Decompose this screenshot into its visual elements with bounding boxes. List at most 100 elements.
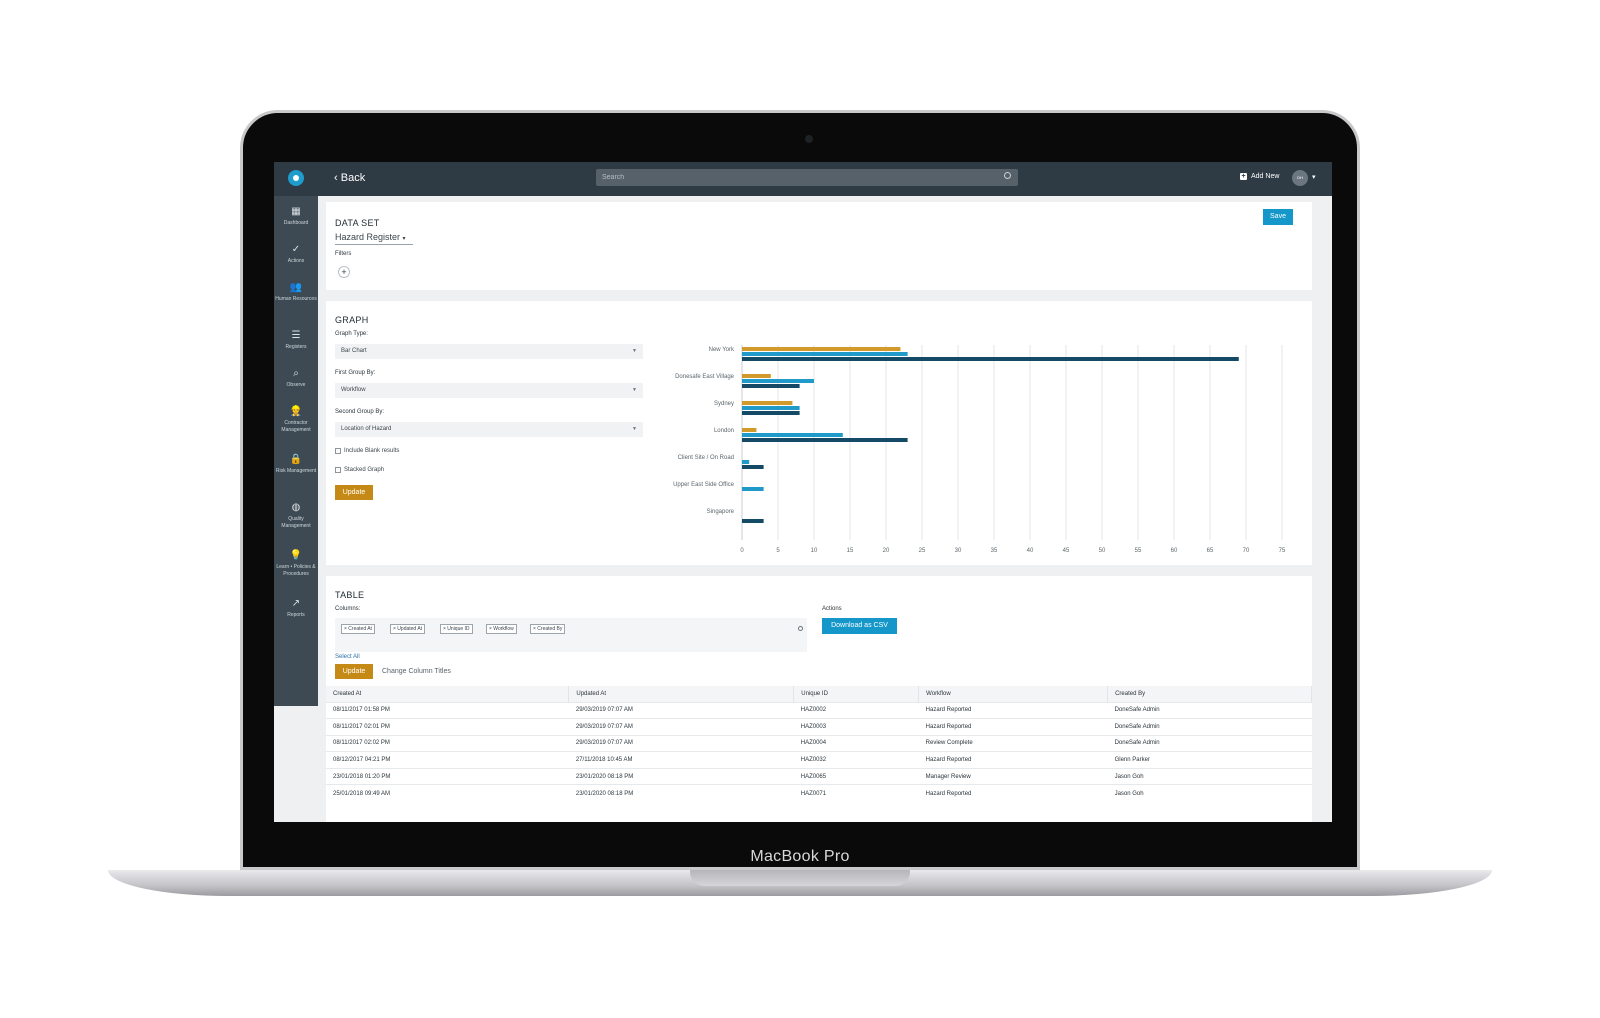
- columns-selector[interactable]: × Created At × Updated At × Unique ID × …: [335, 618, 807, 652]
- download-csv-button[interactable]: Download as CSV: [822, 618, 897, 634]
- cell-updated-at: 29/03/2019 07:07 AM: [568, 734, 794, 752]
- save-button[interactable]: Save: [1263, 209, 1293, 225]
- sidebar-item-label: Human Resources: [275, 296, 317, 302]
- table-heading: TABLE: [335, 590, 365, 600]
- logo-icon[interactable]: [288, 170, 304, 186]
- cell-workflow: Hazard Reported: [918, 751, 1108, 769]
- x-tick-label: 10: [811, 548, 818, 554]
- sidebar-item-learn-policies[interactable]: 💡 Learn • Policies & Procedures: [274, 550, 318, 578]
- cell-updated-at: 29/03/2019 07:07 AM: [568, 701, 794, 719]
- cell-created-by: DoneSafe Admin: [1107, 701, 1312, 719]
- graph-type-select[interactable]: Bar Chart ▼: [335, 344, 643, 359]
- sidebar-item-dashboard[interactable]: ▦ Dashboard: [274, 206, 318, 227]
- column-header-created-by[interactable]: Created By: [1107, 686, 1312, 702]
- bar: [742, 357, 1239, 361]
- people-icon: 👥: [289, 282, 303, 293]
- cell-unique-id: HAZ0032: [793, 751, 919, 769]
- second-group-select[interactable]: Location of Hazard ▼: [335, 422, 643, 437]
- graph-card: GRAPH Graph Type: Bar Chart ▼ First Grou…: [326, 301, 1312, 565]
- search-icon[interactable]: [1004, 172, 1011, 179]
- graph-update-button[interactable]: Update: [335, 485, 373, 500]
- stacked-graph-checkbox[interactable]: [335, 467, 341, 473]
- bar: [742, 379, 814, 383]
- table-row[interactable]: 08/11/2017 01:58 PM 29/03/2019 07:07 AM …: [326, 701, 1312, 719]
- column-header-unique-id[interactable]: Unique ID: [793, 686, 920, 702]
- sidebar-item-observe[interactable]: ⌕ Observe: [274, 368, 318, 389]
- table-row[interactable]: 08/11/2017 02:02 PM 29/03/2019 07:07 AM …: [326, 734, 1312, 752]
- back-button[interactable]: ‹ Back: [334, 172, 365, 184]
- sidebar-item-quality-management[interactable]: ◍ Quality Management: [274, 502, 318, 530]
- bar: [742, 438, 908, 442]
- bar: [742, 428, 757, 432]
- column-tag-created-by[interactable]: × Created By: [530, 624, 566, 634]
- search-icon: ⌕: [293, 368, 299, 379]
- table-row[interactable]: 08/12/2017 04:21 PM 27/11/2018 10:45 AM …: [326, 751, 1312, 769]
- sidebar-item-contractor-management[interactable]: 👷 Contractor Management: [274, 406, 318, 434]
- cell-created-by: Jason Goh: [1107, 767, 1312, 785]
- caret-down-icon: ▼: [632, 426, 637, 432]
- table-row[interactable]: 25/01/2018 09:49 AM 23/01/2020 08:18 PM …: [326, 784, 1312, 802]
- y-tick-label: Client Site / On Road: [678, 455, 734, 461]
- table-card: TABLE Columns: × Created At × Updated At…: [326, 576, 1312, 822]
- first-group-select[interactable]: Workflow ▼: [335, 383, 643, 398]
- back-label: Back: [340, 172, 366, 184]
- cell-unique-id: HAZ0065: [793, 767, 919, 785]
- sidebar-item-registers[interactable]: ☰ Registers: [274, 330, 318, 351]
- bar: [742, 460, 750, 464]
- column-tag-workflow[interactable]: × Workflow: [486, 624, 517, 634]
- x-tick-label: 30: [955, 548, 962, 554]
- include-blank-checkbox[interactable]: [335, 448, 341, 454]
- column-header-updated-at[interactable]: Updated At: [568, 686, 795, 702]
- webcam-dot: [805, 135, 813, 143]
- x-tick-label: 65: [1207, 548, 1214, 554]
- x-tick-label: 75: [1279, 548, 1286, 554]
- y-tick-label: Singapore: [707, 509, 735, 515]
- cell-created-by: Jason Goh: [1107, 784, 1312, 802]
- x-tick-label: 45: [1063, 548, 1070, 554]
- graph-heading: GRAPH: [335, 315, 369, 325]
- include-blank-row: Include Blank results: [335, 448, 399, 454]
- second-group-value: Location of Hazard: [341, 426, 392, 432]
- x-tick-label: 40: [1027, 548, 1034, 554]
- cell-updated-at: 23/01/2020 08:18 PM: [568, 767, 794, 785]
- sidebar-item-reports[interactable]: ↗ Reports: [274, 598, 318, 619]
- avatar[interactable]: DH: [1292, 170, 1308, 186]
- column-header-created-at[interactable]: Created At: [326, 686, 570, 702]
- x-tick-label: 0: [740, 548, 744, 554]
- table-row[interactable]: 23/01/2018 01:20 PM 23/01/2020 08:18 PM …: [326, 767, 1312, 785]
- table-update-button[interactable]: Update: [335, 664, 373, 679]
- add-new-button[interactable]: + Add New: [1240, 173, 1279, 180]
- column-tag-updated-at[interactable]: × Updated At: [390, 624, 426, 634]
- x-tick-label: 70: [1243, 548, 1250, 554]
- search-input[interactable]: [596, 169, 1018, 186]
- column-tag-unique-id[interactable]: × Unique ID: [440, 624, 473, 634]
- change-column-titles-link[interactable]: Change Column Titles: [382, 668, 451, 675]
- lock-icon: 🔒: [289, 454, 303, 465]
- cell-created-at: 08/11/2017 02:01 PM: [326, 718, 569, 736]
- sidebar-item-actions[interactable]: ✓ Actions: [274, 244, 318, 265]
- cell-workflow: Hazard Reported: [918, 784, 1108, 802]
- column-header-workflow[interactable]: Workflow: [918, 686, 1109, 702]
- sidebar-item-risk-management[interactable]: 🔒 Risk Management: [274, 454, 318, 475]
- select-all-link[interactable]: Select All: [335, 654, 360, 660]
- graph-type-label: Graph Type:: [335, 331, 368, 337]
- x-tick-label: 50: [1099, 548, 1106, 554]
- data-set-card: DATA SET Hazard Register ▾ Filters + Sav…: [326, 202, 1312, 290]
- x-tick-label: 15: [847, 548, 854, 554]
- cell-created-by: DoneSafe Admin: [1107, 734, 1312, 752]
- sidebar-item-label: Quality Management: [281, 516, 311, 529]
- y-tick-label: Sydney: [714, 401, 734, 407]
- data-set-select[interactable]: Hazard Register ▾: [335, 232, 413, 245]
- chevron-down-icon[interactable]: ▾: [1312, 174, 1316, 181]
- sidebar-item-label: Risk Management: [275, 468, 317, 474]
- add-filter-button[interactable]: +: [338, 266, 350, 278]
- sidebar-item-human-resources[interactable]: 👥 Human Resources: [274, 282, 318, 303]
- sidebar-item-label: Contractor Management: [281, 420, 311, 433]
- table-row[interactable]: 08/11/2017 02:01 PM 29/03/2019 07:07 AM …: [326, 718, 1312, 736]
- stacked-row: Stacked Graph: [335, 467, 384, 473]
- sidebar-item-label: Registers: [285, 344, 307, 350]
- laptop-notch: [690, 870, 910, 886]
- column-tag-created-at[interactable]: × Created At: [341, 624, 375, 634]
- data-set-heading: DATA SET: [335, 218, 380, 228]
- cell-created-at: 25/01/2018 09:49 AM: [326, 784, 569, 802]
